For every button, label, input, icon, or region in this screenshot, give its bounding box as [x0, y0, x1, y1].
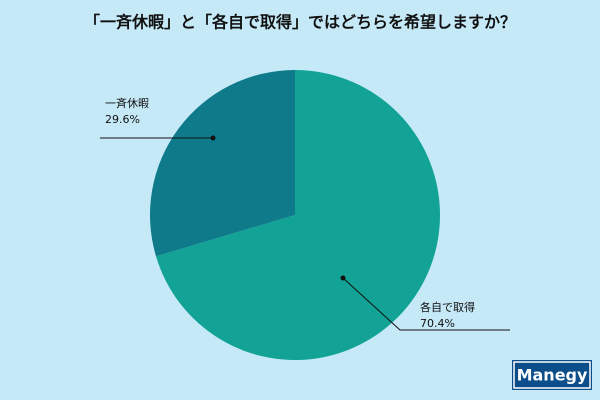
leader-dot — [340, 275, 346, 281]
pie-slice — [156, 70, 440, 360]
chart-title: 「一斉休暇」と「各自で取得」ではどちらを希望しますか？ — [84, 13, 516, 32]
slice-label: 各自で取得 — [420, 300, 475, 314]
logo-box — [512, 360, 592, 390]
value-label: 29.6% — [105, 113, 140, 126]
logo-border — [513, 361, 591, 389]
pie-slice — [150, 70, 295, 257]
leader-line — [342, 277, 510, 331]
logo: Manegy — [517, 366, 588, 385]
leader-dot — [210, 135, 216, 141]
value-label: 70.4% — [420, 317, 455, 330]
slice-label: 一斉休暇 — [105, 96, 149, 110]
